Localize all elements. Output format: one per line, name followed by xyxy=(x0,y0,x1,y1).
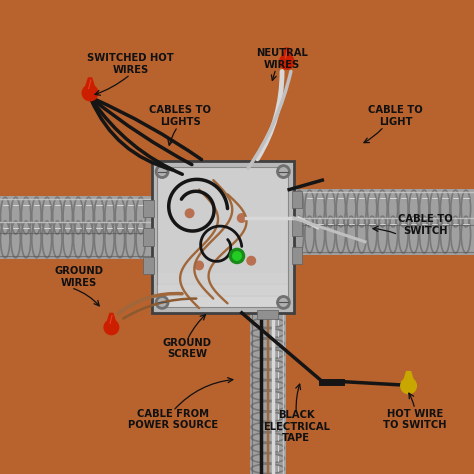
Polygon shape xyxy=(83,77,97,93)
Bar xyxy=(294,189,474,228)
Bar xyxy=(292,191,302,208)
Bar xyxy=(157,285,288,295)
Bar xyxy=(257,310,278,319)
Bar xyxy=(250,313,286,474)
Circle shape xyxy=(237,214,246,222)
Bar xyxy=(292,247,302,264)
Circle shape xyxy=(233,252,241,260)
Circle shape xyxy=(155,296,169,309)
Circle shape xyxy=(82,85,98,101)
Text: CABLE TO
LIGHT: CABLE TO LIGHT xyxy=(368,105,423,127)
Polygon shape xyxy=(105,313,118,328)
Circle shape xyxy=(158,168,166,175)
Text: BLACK
ELECTRICAL
TAPE: BLACK ELECTRICAL TAPE xyxy=(263,410,330,443)
Text: CABLES TO
LIGHTS: CABLES TO LIGHTS xyxy=(149,105,211,127)
Text: CABLE FROM
POWER SOURCE: CABLE FROM POWER SOURCE xyxy=(128,409,218,430)
Circle shape xyxy=(247,256,255,265)
Text: SWITCHED HOT
WIRES: SWITCHED HOT WIRES xyxy=(87,53,174,75)
Circle shape xyxy=(277,165,290,178)
Bar xyxy=(143,228,154,246)
Polygon shape xyxy=(401,371,416,386)
Bar xyxy=(143,257,154,274)
Circle shape xyxy=(158,299,166,306)
Text: HOT WIRE
TO SWITCH: HOT WIRE TO SWITCH xyxy=(383,409,447,430)
Circle shape xyxy=(195,261,203,270)
Text: NEUTRAL
WIRES: NEUTRAL WIRES xyxy=(256,48,308,70)
Circle shape xyxy=(229,248,245,264)
Circle shape xyxy=(280,168,287,175)
Circle shape xyxy=(104,320,118,335)
Polygon shape xyxy=(280,47,293,62)
Text: GROUND
WIRES: GROUND WIRES xyxy=(55,266,103,288)
Bar xyxy=(294,215,474,255)
Bar xyxy=(157,297,288,307)
Bar xyxy=(152,161,294,313)
Circle shape xyxy=(155,165,169,178)
Circle shape xyxy=(185,209,194,218)
Circle shape xyxy=(280,55,294,69)
Text: CABLE TO
SWITCH: CABLE TO SWITCH xyxy=(398,214,453,236)
Circle shape xyxy=(280,299,287,306)
Bar xyxy=(157,273,288,283)
Bar xyxy=(292,219,302,236)
Bar xyxy=(0,196,152,236)
Bar xyxy=(143,200,154,217)
Text: GROUND
SCREW: GROUND SCREW xyxy=(163,337,212,359)
Bar xyxy=(157,167,288,307)
Circle shape xyxy=(277,296,290,309)
Circle shape xyxy=(401,378,417,393)
Bar xyxy=(0,219,152,259)
